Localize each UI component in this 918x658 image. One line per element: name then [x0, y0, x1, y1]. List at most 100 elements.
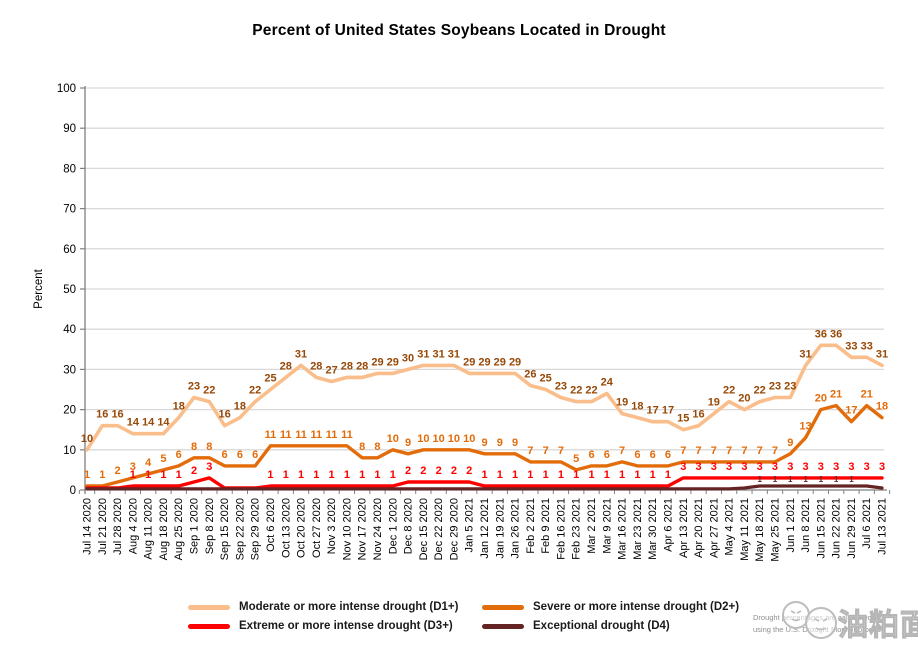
data-label-series-3: 1	[374, 469, 380, 481]
x-tick-label: Jun 15 2021	[815, 498, 827, 559]
data-label-series-2: 11	[326, 429, 338, 441]
legend-item-d3plus: Extreme or more intense drought (D3+)	[188, 620, 458, 632]
data-label-series-3: 3	[818, 461, 824, 473]
data-label-series-2: 7	[527, 445, 533, 457]
data-label-series-3: 1	[512, 469, 518, 481]
data-label-series-2: 9	[497, 437, 503, 449]
x-tick-label: Feb 23 2021	[571, 498, 583, 560]
data-label-series-2: 11	[311, 429, 323, 441]
data-label-series-1: 28	[341, 360, 353, 372]
x-tick-label: Sep 29 2020	[250, 498, 262, 560]
x-tick-label: Feb 16 2021	[555, 498, 567, 560]
data-label-series-3: 1	[634, 469, 640, 481]
x-tick-label: Jul 14 2020	[82, 498, 94, 555]
data-label-series-3: 1	[481, 469, 487, 481]
data-label-series-3: 3	[879, 461, 885, 473]
data-label-series-2: 7	[757, 445, 763, 457]
x-tick-label: Oct 27 2020	[311, 498, 323, 558]
data-label-series-2: 1	[84, 469, 90, 481]
data-label-series-3: 2	[191, 465, 197, 477]
data-label-series-3: 1	[160, 469, 166, 481]
data-label-series-3: 1	[267, 469, 273, 481]
data-label-series-2: 10	[417, 433, 429, 445]
data-label-series-2: 5	[573, 453, 579, 465]
legend-label-d1plus: Moderate or more intense drought (D1+)	[239, 601, 459, 613]
data-label-series-1: 33	[845, 340, 857, 352]
data-label-series-1: 18	[173, 401, 185, 413]
data-label-series-3: 3	[772, 461, 778, 473]
data-label-series-1: 22	[754, 385, 766, 397]
x-tick-label: Aug 11 2020	[143, 498, 155, 560]
x-tick-label: Feb 2 2021	[525, 498, 537, 554]
x-tick-label: Nov 10 2020	[341, 498, 353, 560]
data-label-series-2: 9	[405, 437, 411, 449]
data-label-series-3: 2	[436, 465, 442, 477]
data-label-series-3: 1	[359, 469, 365, 481]
data-label-series-2: 6	[176, 449, 182, 461]
series-line-2	[85, 403, 884, 488]
data-label-series-3: 1	[588, 469, 594, 481]
data-label-series-2: 10	[387, 433, 399, 445]
data-label-series-2: 6	[252, 449, 258, 461]
data-label-series-1: 36	[830, 328, 842, 340]
data-label-series-3: 3	[206, 461, 212, 473]
data-label-series-1: 29	[509, 356, 521, 368]
data-label-series-1: 22	[585, 385, 597, 397]
x-tick-label: Apr 27 2021	[708, 498, 720, 558]
data-label-series-1: 19	[708, 397, 720, 409]
data-label-series-3: 1	[313, 469, 319, 481]
data-label-series-3: 1	[558, 469, 564, 481]
data-label-series-2: 11	[265, 429, 277, 441]
data-label-series-1: 31	[433, 348, 445, 360]
data-label-series-1: 27	[325, 364, 337, 376]
x-tick-label: Jul 13 2021	[877, 498, 889, 555]
data-label-series-1: 23	[769, 381, 781, 393]
data-label-series-1: 29	[463, 356, 475, 368]
data-label-series-1: 25	[540, 373, 552, 385]
x-tick-label: May 18 2021	[754, 498, 766, 562]
data-label-series-3: 1	[130, 469, 136, 481]
data-label-series-1: 25	[264, 373, 276, 385]
x-tick-label: Nov 24 2020	[372, 498, 384, 560]
x-tick-label: Sep 1 2020	[189, 498, 201, 554]
x-tick-label: Sep 22 2020	[234, 498, 246, 560]
data-label-series-3: 2	[451, 465, 457, 477]
x-tick-label: Mar 9 2021	[601, 498, 613, 554]
data-label-series-2: 10	[433, 433, 445, 445]
data-label-series-2: 8	[191, 441, 197, 453]
data-label-series-3: 3	[848, 461, 854, 473]
x-tick-label: Jul 6 2021	[861, 498, 873, 549]
data-label-series-1: 28	[356, 360, 368, 372]
x-tick-label: Apr 6 2021	[662, 498, 674, 552]
data-label-series-1: 14	[127, 417, 140, 429]
data-label-series-3: 3	[726, 461, 732, 473]
data-label-series-1: 23	[555, 381, 567, 393]
data-label-series-4: 1	[819, 475, 824, 484]
data-label-series-1: 19	[616, 397, 628, 409]
data-label-series-2: 17	[845, 405, 857, 417]
data-label-series-1: 29	[494, 356, 506, 368]
data-label-series-1: 18	[234, 401, 246, 413]
data-label-series-3: 2	[466, 465, 472, 477]
data-label-series-1: 16	[692, 409, 704, 421]
data-label-series-1: 16	[111, 409, 123, 421]
x-tick-label: Mar 23 2021	[632, 498, 644, 560]
data-label-series-3: 3	[711, 461, 717, 473]
x-tick-label: Jan 26 2021	[510, 498, 522, 559]
x-tick-label: Jun 8 2021	[800, 498, 812, 552]
x-tick-label: Mar 2 2021	[586, 498, 598, 554]
x-tick-label: Nov 17 2020	[357, 498, 369, 560]
legend-swatch-d3plus-icon	[188, 623, 230, 629]
data-label-series-3: 1	[344, 469, 350, 481]
data-label-series-2: 9	[481, 437, 487, 449]
data-label-series-4: 1	[803, 475, 808, 484]
legend-swatch-d4-icon	[482, 623, 524, 629]
x-tick-label: Feb 9 2021	[540, 498, 552, 554]
data-label-series-3: 3	[680, 461, 686, 473]
data-label-series-1: 31	[417, 348, 429, 360]
data-label-series-2: 7	[726, 445, 732, 457]
y-tick-label: 60	[63, 244, 76, 256]
data-label-series-3: 1	[390, 469, 396, 481]
data-label-series-1: 28	[280, 360, 292, 372]
